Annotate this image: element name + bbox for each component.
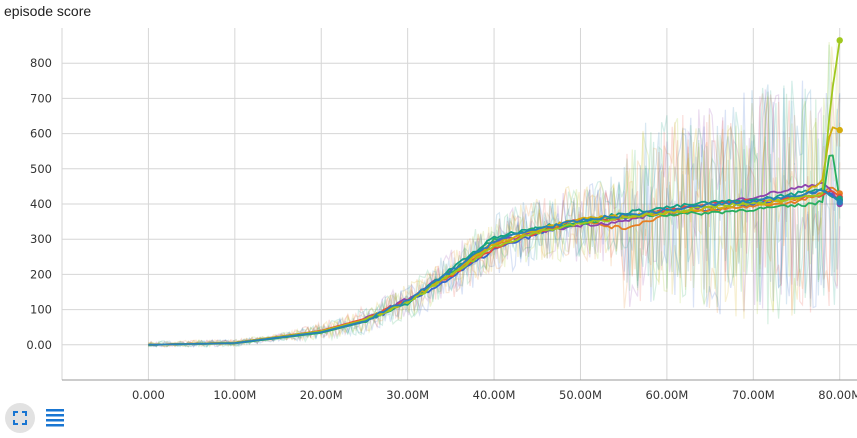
chart-canvas: 0.000 10.00M 20.00M 30.00M 40.00M 50.00M 60.00…	[26, 28, 857, 402]
x-tick-label: 20.00M	[300, 388, 343, 402]
raw-series-line	[148, 46, 841, 348]
series-end-point	[836, 126, 843, 134]
y-tick-label: 700	[30, 91, 52, 105]
x-tick-label: 50.00M	[559, 388, 602, 402]
series-end-point	[836, 37, 843, 44]
x-tick-label: 10.00M	[213, 388, 256, 402]
x-tick-label: 0.000	[132, 388, 165, 402]
toggle-data-table-button[interactable]	[42, 403, 72, 433]
y-tick-label: 500	[30, 162, 52, 176]
series-lines	[148, 40, 841, 346]
tick-labels: 0.000 10.00M 20.00M 30.00M 40.00M 50.00M 60.00…	[26, 56, 857, 402]
axes	[61, 28, 857, 381]
series-end-point	[836, 199, 843, 206]
y-tick-label: 0.00	[26, 338, 52, 352]
fullscreen-button[interactable]	[5, 403, 35, 433]
series-end-markers	[836, 37, 843, 208]
y-tick-label: 200	[30, 267, 52, 281]
y-tick-label: 800	[30, 56, 52, 70]
x-tick-label: 70.00M	[732, 388, 775, 402]
y-tick-label: 100	[30, 303, 52, 317]
x-tick-label: 30.00M	[386, 388, 429, 402]
y-tick-label: 600	[30, 127, 52, 141]
x-tick-label: 60.00M	[645, 388, 688, 402]
fullscreen-icon	[13, 411, 27, 425]
x-tick-label: 80.00M	[818, 388, 857, 402]
chart-title: episode score	[4, 3, 92, 19]
raw-series-line	[147, 82, 841, 348]
series-line	[148, 188, 841, 346]
data-table-icon	[46, 409, 64, 427]
y-tick-label: 400	[30, 197, 52, 211]
y-tick-label: 300	[30, 232, 52, 246]
x-tick-label: 40.00M	[473, 388, 516, 402]
